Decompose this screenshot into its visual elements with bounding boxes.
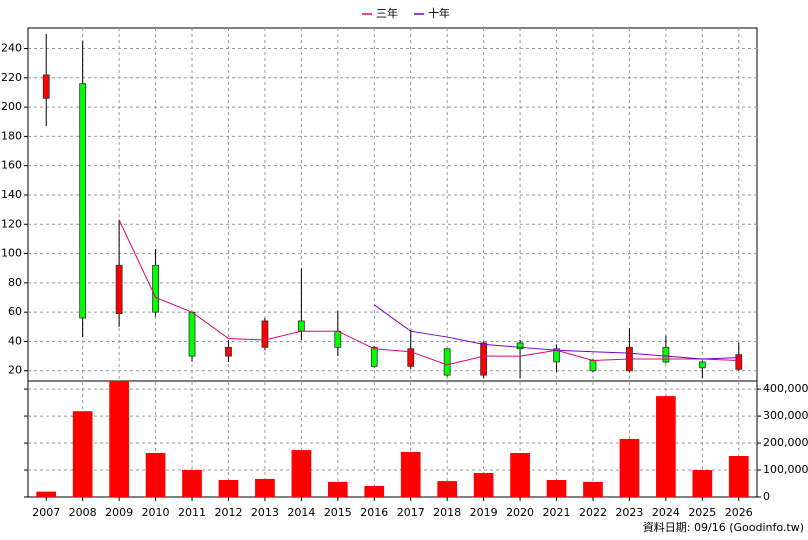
candle-body [735,354,743,370]
x-tick-label: 2011 [178,506,206,519]
volume-bar [218,480,239,497]
volume-bar [182,470,202,497]
x-tick-label: 2024 [652,506,680,519]
x-tick-label: 2016 [360,506,388,519]
candle-body [370,346,378,367]
x-tick-label: 2013 [251,506,279,519]
volume-bar [437,481,458,497]
candle-body [79,83,87,319]
y2-tick-label: 300,000 [763,409,808,422]
volume-bar [728,455,749,497]
volume-bar [327,481,348,497]
y-tick-label: 220 [1,71,22,84]
y-tick-label: 200 [1,100,22,113]
volume-bar [364,485,385,497]
legend-label: 十年 [428,6,450,20]
candle-body [42,74,50,99]
volume-bar [145,453,166,497]
volume-bar [72,411,93,497]
candle-body [516,342,524,350]
y-tick-label: 100 [1,247,22,260]
candle-body [407,348,415,367]
legend-label: 三年 [376,6,398,20]
x-tick-label: 2008 [69,506,97,519]
y-tick-label: 60 [8,305,22,318]
volume-bar [291,450,312,497]
y2-tick-label: 0 [763,490,770,503]
volume-bar [619,439,640,497]
x-tick-label: 2022 [579,506,607,519]
candle-body [443,348,451,376]
x-tick-label: 2007 [32,506,60,519]
x-tick-label: 2009 [105,506,133,519]
y-tick-label: 180 [1,129,22,142]
y2-tick-label: 100,000 [763,463,808,476]
volume-bar [255,478,275,497]
candle-body [480,342,488,376]
y-tick-label: 140 [1,188,22,201]
volume-bar [510,453,530,497]
x-tick-label: 2025 [688,506,716,519]
candle-body [698,361,706,369]
candle-body [297,320,305,332]
ma-line [118,219,739,366]
candle-body [115,264,123,315]
volume-bar [400,451,421,497]
y2-tick-label: 400,000 [763,382,808,395]
x-tick-label: 2017 [397,506,425,519]
y-tick-label: 160 [1,159,22,172]
y2-tick-label: 200,000 [763,436,808,449]
x-tick-label: 2023 [615,506,643,519]
volume-bar [36,491,57,497]
x-tick-label: 2014 [287,506,315,519]
candle-body [589,360,597,372]
y-tick-label: 40 [8,334,22,347]
volume-bar [583,481,603,497]
x-tick-label: 2015 [324,506,352,519]
candle-body [662,346,670,363]
volume-bar [109,381,129,497]
x-tick-label: 2021 [543,506,571,519]
footnote: 資料日期: 09/16 (Goodinfo.tw) [643,520,804,534]
x-tick-label: 2020 [506,506,534,519]
y-tick-label: 120 [1,217,22,230]
volume-bar [656,396,676,497]
candle-body [553,348,560,363]
candle-body [261,320,269,348]
candle-body [152,264,159,313]
ma-line [373,304,739,360]
x-tick-label: 2010 [142,506,170,519]
x-tick-label: 2018 [433,506,461,519]
x-tick-label: 2019 [470,506,498,519]
candle-body [188,311,196,357]
candle-body [334,330,342,348]
y-tick-label: 240 [1,42,22,55]
volume-bar [473,472,494,497]
plot-frame [27,27,758,498]
volume-bar [546,480,567,497]
volume-bar [692,470,713,497]
y-tick-label: 80 [8,276,22,289]
x-tick-label: 2012 [214,506,242,519]
candle-body [225,346,232,357]
x-tick-label: 2026 [725,506,753,519]
y-tick-label: 20 [8,364,22,377]
